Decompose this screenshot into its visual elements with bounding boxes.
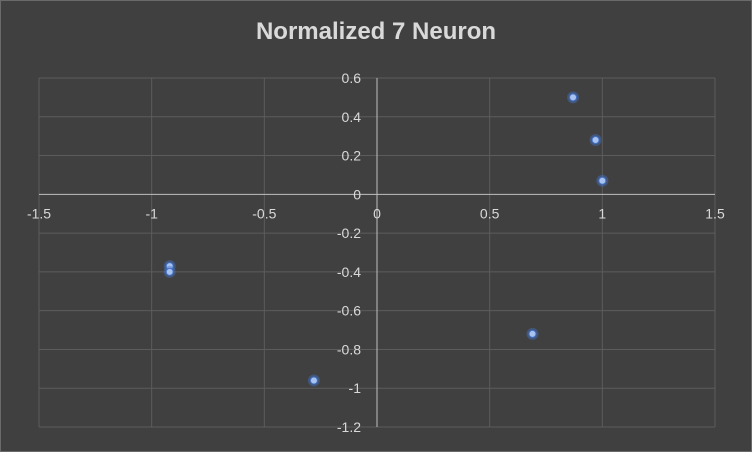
data-point-marker xyxy=(309,376,318,385)
x-tick-label: 1.5 xyxy=(705,205,725,221)
data-point xyxy=(596,174,609,187)
x-tick-label: -0.5 xyxy=(252,205,276,221)
y-tick-label: 0.4 xyxy=(342,109,362,125)
data-point-marker xyxy=(598,176,607,185)
y-tick-labels: 0.6 0.4 0.2 0 -0.2 -0.4 -0.6 -0.8 -1 -1.2 xyxy=(337,70,361,435)
data-point xyxy=(307,374,320,387)
data-point xyxy=(589,134,602,147)
y-tick-label: -0.2 xyxy=(337,225,361,241)
chart-title: Normalized 7 Neuron xyxy=(255,18,497,45)
y-tick-label: -0.8 xyxy=(337,341,361,357)
data-point xyxy=(567,91,580,104)
y-tick-label: -1 xyxy=(349,380,362,396)
data-point xyxy=(526,327,539,340)
x-tick-label: -1.5 xyxy=(27,205,51,221)
data-point-marker xyxy=(591,136,600,145)
x-tick-label: 0.5 xyxy=(480,205,500,221)
y-tick-label: -0.6 xyxy=(337,303,361,319)
y-tick-label: 0 xyxy=(353,186,361,202)
y-tick-label: -1.2 xyxy=(337,419,361,435)
x-tick-labels: -1.5 -1 -0.5 0 0.5 1 1.5 xyxy=(27,205,725,221)
data-points xyxy=(163,91,609,387)
data-point xyxy=(163,260,176,273)
x-tick-label: 0 xyxy=(373,205,381,221)
axes xyxy=(39,78,715,427)
data-point xyxy=(163,265,176,278)
y-tick-label: -0.4 xyxy=(337,264,361,280)
data-point-marker xyxy=(569,93,578,102)
data-point-marker xyxy=(528,329,537,338)
x-tick-label: 1 xyxy=(598,205,606,221)
y-tick-label: 0.2 xyxy=(342,148,362,164)
data-point-marker xyxy=(165,267,174,276)
x-tick-label: -1 xyxy=(145,205,158,221)
y-tick-label: 0.6 xyxy=(342,70,362,86)
